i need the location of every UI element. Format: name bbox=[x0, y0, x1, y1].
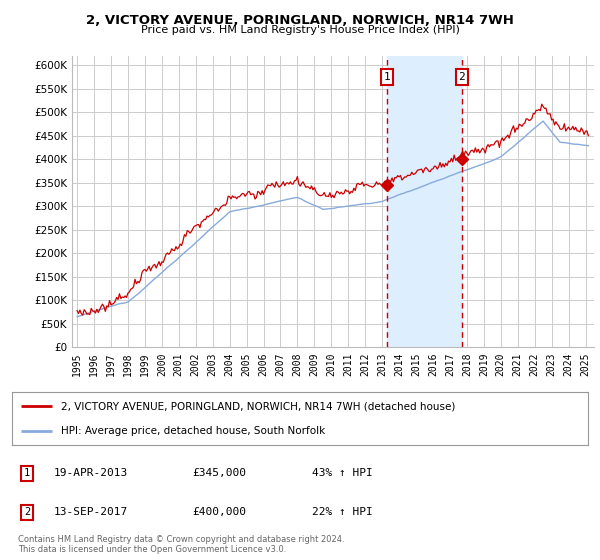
Text: This data is licensed under the Open Government Licence v3.0.: This data is licensed under the Open Gov… bbox=[18, 545, 286, 554]
Text: 19-APR-2013: 19-APR-2013 bbox=[54, 468, 128, 478]
Text: 2, VICTORY AVENUE, PORINGLAND, NORWICH, NR14 7WH: 2, VICTORY AVENUE, PORINGLAND, NORWICH, … bbox=[86, 14, 514, 27]
Text: £345,000: £345,000 bbox=[192, 468, 246, 478]
Text: 2: 2 bbox=[24, 507, 30, 517]
Text: 22% ↑ HPI: 22% ↑ HPI bbox=[312, 507, 373, 517]
Text: £400,000: £400,000 bbox=[192, 507, 246, 517]
Text: HPI: Average price, detached house, South Norfolk: HPI: Average price, detached house, Sout… bbox=[61, 426, 325, 436]
Text: 2: 2 bbox=[458, 72, 465, 82]
Text: 43% ↑ HPI: 43% ↑ HPI bbox=[312, 468, 373, 478]
Text: Contains HM Land Registry data © Crown copyright and database right 2024.: Contains HM Land Registry data © Crown c… bbox=[18, 535, 344, 544]
Text: 1: 1 bbox=[384, 72, 391, 82]
Bar bbox=[387, 56, 462, 347]
Text: 1: 1 bbox=[24, 468, 30, 478]
Text: 2, VICTORY AVENUE, PORINGLAND, NORWICH, NR14 7WH (detached house): 2, VICTORY AVENUE, PORINGLAND, NORWICH, … bbox=[61, 402, 455, 412]
Text: 13-SEP-2017: 13-SEP-2017 bbox=[54, 507, 128, 517]
Text: Price paid vs. HM Land Registry's House Price Index (HPI): Price paid vs. HM Land Registry's House … bbox=[140, 25, 460, 35]
